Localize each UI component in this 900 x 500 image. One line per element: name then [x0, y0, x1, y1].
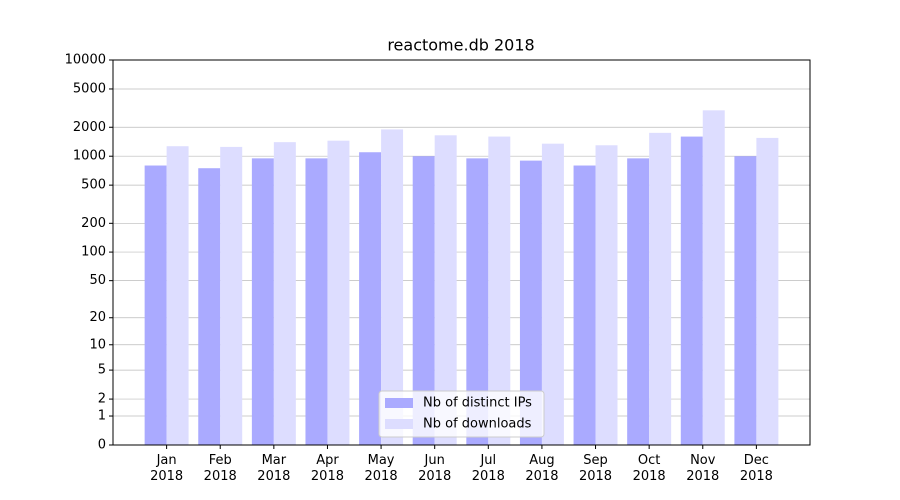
x-tick-label: Apr 2018 — [310, 453, 344, 484]
bar — [702, 110, 725, 446]
bar — [734, 156, 757, 445]
legend-label: Nb of distinct IPs — [423, 396, 532, 411]
y-tick-label: 5000 — [73, 81, 106, 96]
bar — [488, 136, 511, 445]
bar — [381, 129, 404, 445]
x-tick-label: Feb 2018 — [203, 453, 237, 484]
bar — [541, 143, 564, 446]
y-tick-label: 2 — [98, 392, 106, 407]
y-tick-label: 5 — [98, 363, 106, 378]
bar — [220, 146, 243, 446]
x-tick-label: Oct 2018 — [632, 453, 666, 484]
bar — [434, 135, 457, 445]
legend-box — [378, 390, 545, 438]
y-tick-label: 1 — [98, 409, 106, 424]
bar — [595, 145, 618, 445]
y-tick-label: 500 — [81, 178, 106, 193]
legend-swatch — [385, 419, 413, 429]
bar — [144, 165, 167, 445]
bar — [251, 158, 274, 445]
bar — [680, 136, 703, 445]
chart-title: reactome.db 2018 — [387, 36, 534, 55]
bar — [649, 132, 672, 445]
bar — [305, 158, 328, 445]
plot-frame — [112, 59, 811, 446]
bar — [519, 160, 542, 445]
bar — [359, 152, 382, 446]
y-tick-label: 10 — [89, 337, 106, 352]
y-tick-label: 2000 — [73, 120, 106, 135]
y-tick-label: 20 — [89, 310, 106, 325]
bar — [327, 140, 350, 445]
legend-label: Nb of downloads — [423, 417, 532, 432]
x-tick-label: Jun 2018 — [418, 453, 452, 484]
bar — [756, 137, 779, 445]
x-tick-label: Mar 2018 — [257, 453, 291, 484]
bar — [198, 168, 221, 445]
x-tick-label: May 2018 — [364, 453, 398, 484]
y-tick-label: 1000 — [73, 149, 106, 164]
bar — [466, 158, 489, 445]
x-tick-label: Jan 2018 — [150, 453, 184, 484]
bar — [627, 158, 650, 445]
bar — [573, 165, 596, 445]
x-tick-label: Nov 2018 — [686, 453, 720, 484]
x-tick-label: Jul 2018 — [471, 453, 505, 484]
x-tick-label: Sep 2018 — [578, 453, 613, 484]
bar — [412, 156, 435, 445]
x-tick-label: Dec 2018 — [739, 453, 773, 484]
y-tick-label: 10000 — [65, 53, 106, 68]
y-tick-label: 0 — [98, 438, 106, 453]
bar — [273, 142, 296, 445]
y-tick-label: 100 — [81, 245, 106, 260]
x-tick-label: Aug 2018 — [525, 453, 559, 484]
legend-swatch — [385, 398, 413, 408]
y-tick-label: 50 — [89, 273, 106, 288]
y-tick-label: 200 — [81, 216, 106, 231]
bar — [166, 146, 189, 445]
